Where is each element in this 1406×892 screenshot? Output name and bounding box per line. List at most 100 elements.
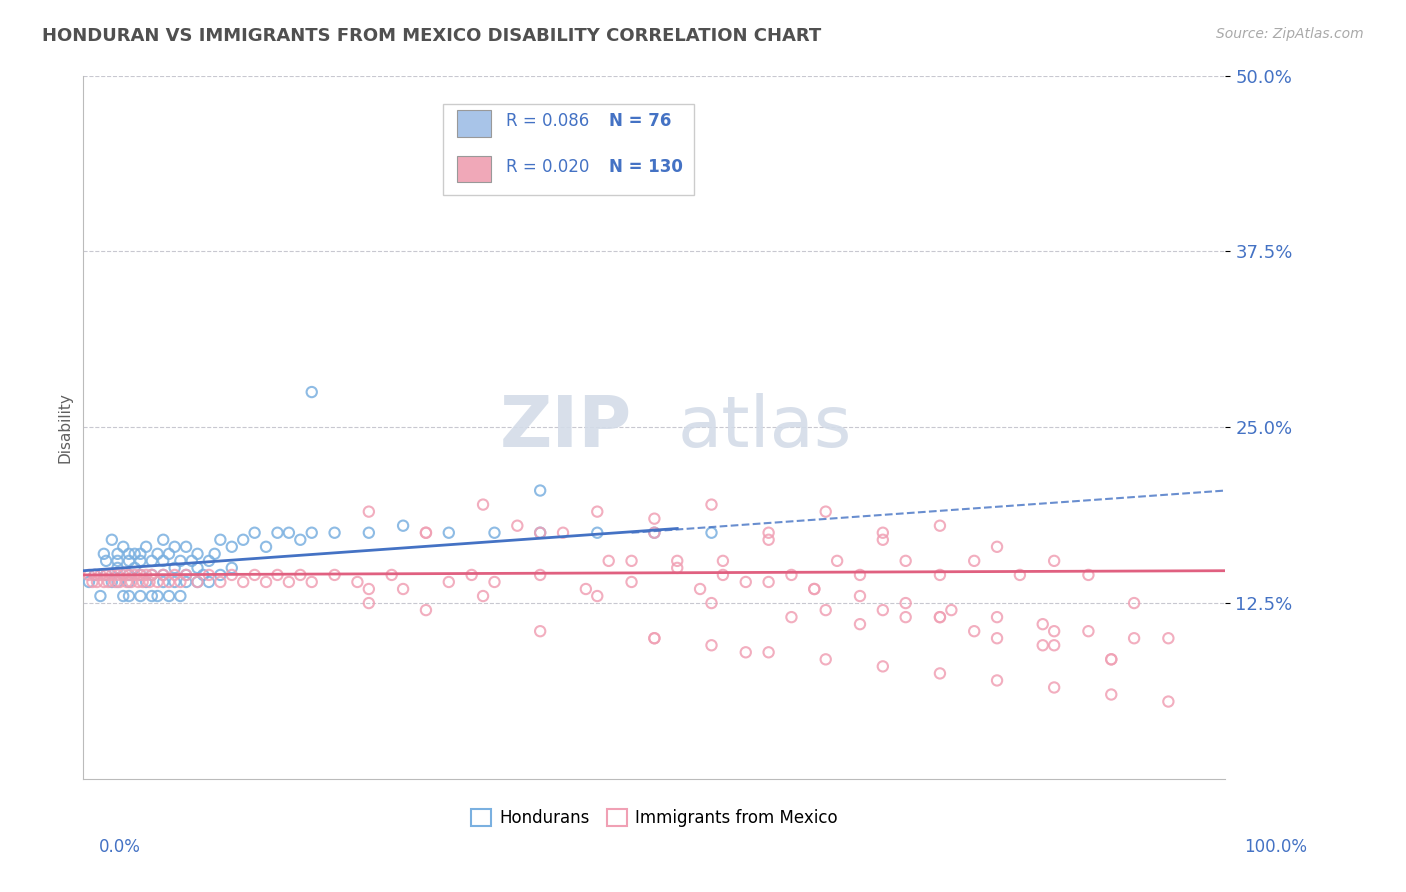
Point xyxy=(1008,568,1031,582)
Point xyxy=(323,525,346,540)
Point xyxy=(118,568,141,582)
Text: N = 130: N = 130 xyxy=(609,158,682,176)
Point xyxy=(529,525,551,540)
Point xyxy=(586,525,609,540)
Point xyxy=(929,610,952,624)
Point xyxy=(209,533,232,547)
Point xyxy=(586,505,609,519)
Point xyxy=(1099,652,1122,666)
Point xyxy=(107,554,129,568)
Point xyxy=(94,568,117,582)
Point xyxy=(89,568,111,582)
Point xyxy=(484,525,506,540)
Point xyxy=(107,547,129,561)
Point xyxy=(77,574,100,589)
Point xyxy=(301,574,323,589)
Point xyxy=(529,568,551,582)
Point xyxy=(929,518,952,533)
Point xyxy=(357,505,380,519)
Point xyxy=(157,589,180,603)
Point xyxy=(700,638,723,652)
Point xyxy=(204,547,226,561)
Point xyxy=(243,525,266,540)
Point xyxy=(529,525,551,540)
Point xyxy=(118,568,141,582)
Point xyxy=(323,568,346,582)
Point xyxy=(849,617,872,632)
Point xyxy=(700,525,723,540)
Point xyxy=(986,610,1008,624)
Point xyxy=(620,554,643,568)
Point xyxy=(814,603,837,617)
Point xyxy=(986,632,1008,646)
Point xyxy=(1032,638,1054,652)
Point xyxy=(174,574,197,589)
Point xyxy=(780,610,803,624)
Point xyxy=(357,582,380,596)
Point xyxy=(209,568,232,582)
Point xyxy=(163,568,186,582)
Point xyxy=(209,574,232,589)
Point xyxy=(803,582,825,596)
Point xyxy=(734,574,756,589)
Bar xyxy=(457,156,491,183)
Point xyxy=(734,645,756,659)
Point xyxy=(392,582,415,596)
Point xyxy=(551,525,574,540)
Point xyxy=(266,568,288,582)
Point xyxy=(1157,632,1180,646)
Point xyxy=(174,568,197,582)
Point xyxy=(803,582,825,596)
Text: R = 0.020: R = 0.020 xyxy=(506,158,589,176)
Point xyxy=(711,554,734,568)
Point xyxy=(758,533,780,547)
Point xyxy=(127,574,149,589)
Point xyxy=(152,574,174,589)
Point xyxy=(758,645,780,659)
Point xyxy=(1099,688,1122,702)
Text: R = 0.086: R = 0.086 xyxy=(506,112,589,130)
Point xyxy=(146,547,169,561)
Point xyxy=(101,568,124,582)
Point xyxy=(963,554,986,568)
Point xyxy=(174,568,197,582)
Point xyxy=(169,574,191,589)
Point xyxy=(101,574,124,589)
Point xyxy=(894,596,917,610)
Point xyxy=(186,574,208,589)
Point xyxy=(643,632,665,646)
Point xyxy=(221,568,243,582)
Point xyxy=(141,554,163,568)
Text: N = 76: N = 76 xyxy=(609,112,671,130)
Point xyxy=(186,561,208,575)
Point xyxy=(1043,624,1066,639)
Point xyxy=(711,568,734,582)
Point xyxy=(941,603,963,617)
Point xyxy=(221,540,243,554)
Point xyxy=(1123,632,1146,646)
Point xyxy=(986,540,1008,554)
Point xyxy=(415,525,437,540)
Point xyxy=(169,589,191,603)
Point xyxy=(129,547,152,561)
Point xyxy=(193,568,215,582)
Point xyxy=(141,568,163,582)
Point xyxy=(666,561,689,575)
Legend: Hondurans, Immigrants from Mexico: Hondurans, Immigrants from Mexico xyxy=(464,803,844,834)
Point xyxy=(872,525,894,540)
Point xyxy=(129,568,152,582)
Point xyxy=(1043,554,1066,568)
Point xyxy=(124,561,146,575)
Point xyxy=(120,574,142,589)
Point xyxy=(666,554,689,568)
Point xyxy=(129,589,152,603)
Point xyxy=(89,589,111,603)
Point xyxy=(107,574,129,589)
Point xyxy=(232,574,254,589)
Point xyxy=(163,574,186,589)
Point xyxy=(152,554,174,568)
Point xyxy=(83,568,105,582)
Point xyxy=(484,574,506,589)
Point xyxy=(872,659,894,673)
Point xyxy=(346,574,368,589)
